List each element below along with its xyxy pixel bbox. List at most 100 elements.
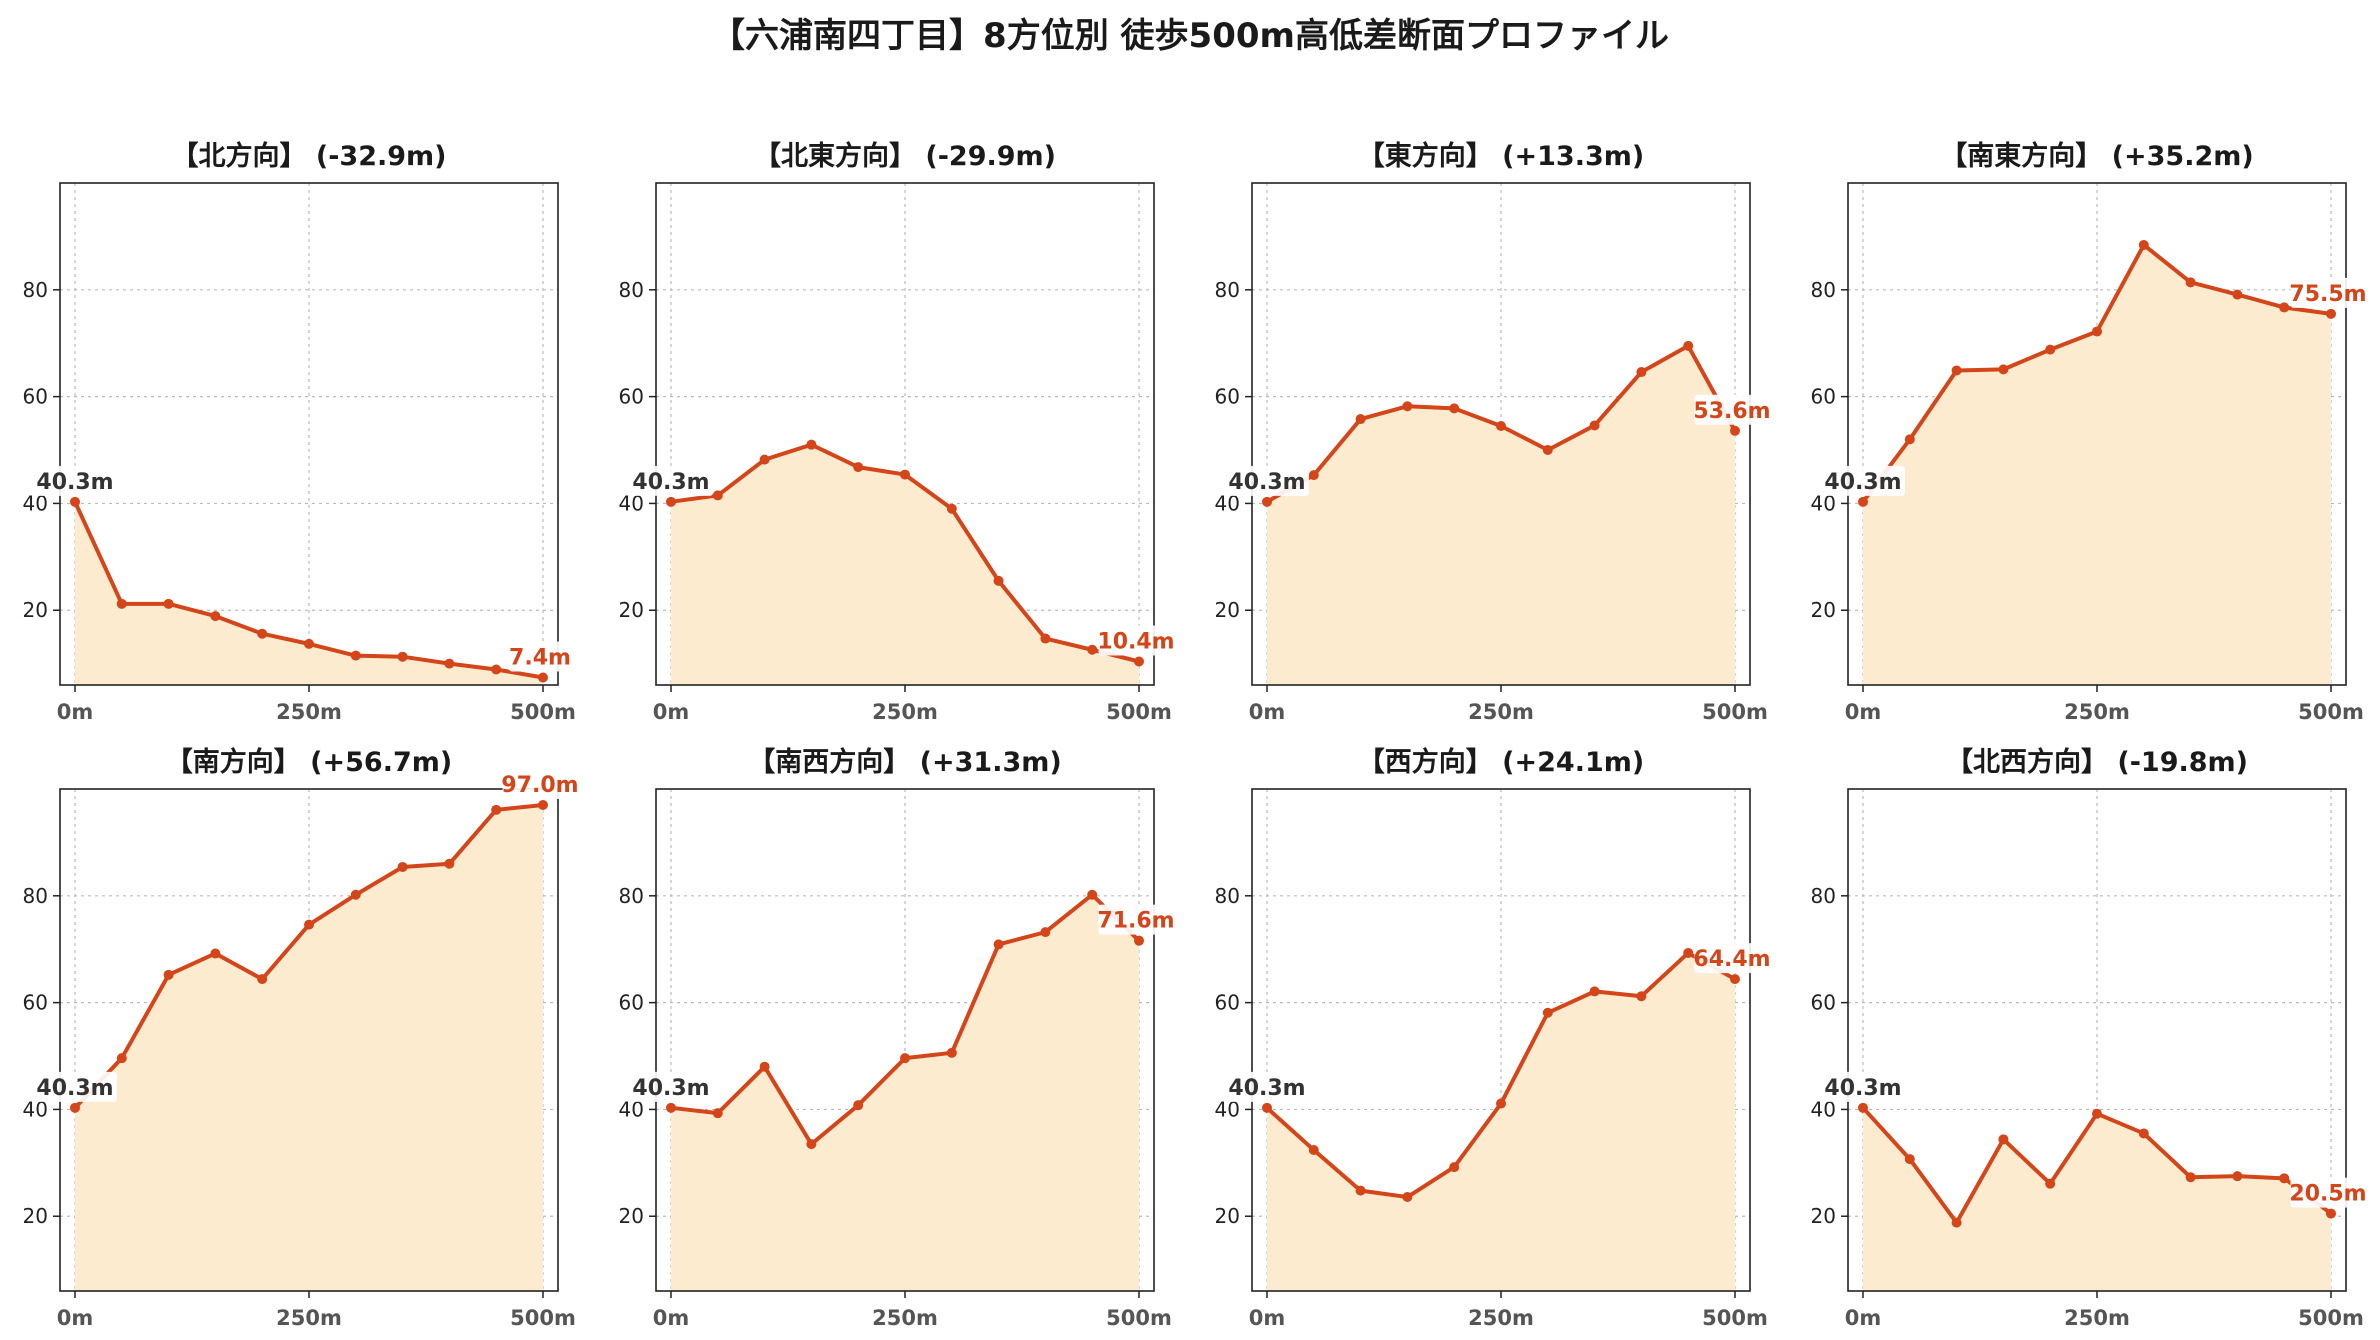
data-point <box>993 575 1004 586</box>
data-point <box>2185 1172 2196 1183</box>
x-tick-label: 250m <box>2064 1306 2130 1330</box>
start-label: 40.3m <box>1824 1076 1901 1101</box>
start-label-bg <box>35 465 117 496</box>
x-tick-label: 0m <box>1249 1306 1286 1330</box>
data-point <box>946 1047 957 1058</box>
elevation-area <box>1863 1107 2331 1291</box>
data-point <box>538 800 548 811</box>
y-tick-label: 80 <box>1811 278 1836 302</box>
end-label: 7.4m <box>509 646 571 671</box>
subplot-title: 【南東方向】 (+35.2m) <box>1940 140 2253 172</box>
data-point <box>257 974 268 985</box>
subplot-title: 【南方向】 (+56.7m) <box>166 746 452 778</box>
y-tick-label: 60 <box>23 385 48 409</box>
data-point <box>1449 1162 1460 1173</box>
data-point <box>1496 420 1506 431</box>
x-tick-label: 0m <box>1845 700 1882 724</box>
data-point <box>1040 633 1051 644</box>
y-tick-label: 60 <box>1811 385 1836 409</box>
start-label-bg <box>1227 1071 1309 1102</box>
data-point <box>163 598 174 609</box>
elevation-area <box>1863 244 2331 686</box>
start-label: 40.3m <box>632 470 709 495</box>
end-label: 64.4m <box>1693 947 1770 972</box>
y-tick-label: 60 <box>23 991 48 1015</box>
data-point <box>1904 1154 1915 1165</box>
end-label: 20.5m <box>2289 1182 2366 1207</box>
data-point <box>304 919 314 930</box>
y-tick-label: 60 <box>619 991 644 1015</box>
elevation-area <box>1267 952 1735 1291</box>
data-point <box>116 598 127 609</box>
data-point <box>946 503 957 514</box>
data-point <box>2092 326 2102 337</box>
end-label-bg <box>1098 904 1174 935</box>
elevation-area <box>75 805 543 1291</box>
end-label-bg <box>1694 943 1770 974</box>
end-label: 71.6m <box>1097 909 1174 934</box>
data-point <box>1730 974 1740 985</box>
data-point <box>712 1108 723 1119</box>
y-tick-label: 20 <box>23 598 48 622</box>
data-point <box>853 462 864 473</box>
data-point <box>1402 1192 1413 1203</box>
x-tick-label: 0m <box>57 1306 94 1330</box>
data-point <box>1589 986 1600 997</box>
data-point <box>1402 401 1413 412</box>
subplot-title: 【西方向】 (+24.1m) <box>1358 746 1644 778</box>
x-tick-label: 250m <box>276 700 342 724</box>
data-point <box>1040 927 1051 938</box>
x-tick-label: 0m <box>1249 700 1286 724</box>
data-point <box>1134 935 1144 946</box>
figure-title: 【六浦南四丁目】8方位別 徒歩500m高低差断面プロファイル <box>711 16 1669 56</box>
data-point <box>163 969 174 980</box>
data-point <box>491 804 502 815</box>
x-tick-label: 0m <box>653 700 690 724</box>
data-point <box>900 469 910 480</box>
x-tick-label: 250m <box>276 1306 342 1330</box>
x-tick-label: 250m <box>1468 1306 1534 1330</box>
y-tick-label: 20 <box>1215 1204 1240 1228</box>
data-point <box>1636 991 1647 1002</box>
y-tick-label: 20 <box>1811 598 1836 622</box>
x-tick-label: 500m <box>510 1306 576 1330</box>
end-label-bg <box>1694 394 1770 425</box>
data-point <box>2045 1178 2056 1189</box>
subplot-title: 【北方向】 (-32.9m) <box>171 140 446 172</box>
y-tick-label: 20 <box>619 598 644 622</box>
data-point <box>1087 644 1098 655</box>
elevation-area <box>1267 345 1735 685</box>
data-point <box>210 948 221 959</box>
data-point <box>1308 470 1319 481</box>
end-label-bg <box>1098 625 1174 656</box>
start-label: 40.3m <box>1228 1076 1305 1101</box>
y-tick-label: 20 <box>619 1204 644 1228</box>
data-point <box>806 1139 817 1150</box>
x-tick-label: 500m <box>510 700 576 724</box>
data-point <box>1998 364 2009 375</box>
elevation-area <box>671 444 1139 685</box>
start-label: 40.3m <box>36 470 113 495</box>
data-point <box>1496 1098 1506 1109</box>
y-tick-label: 80 <box>1811 884 1836 908</box>
data-point <box>1449 403 1460 414</box>
data-point <box>116 1053 127 1064</box>
data-point <box>350 650 361 661</box>
data-point <box>210 611 221 622</box>
data-point <box>1904 434 1915 445</box>
data-point <box>1951 1217 1962 1228</box>
x-tick-label: 250m <box>872 1306 938 1330</box>
y-tick-label: 80 <box>619 884 644 908</box>
data-point <box>1542 445 1553 456</box>
x-tick-label: 0m <box>57 700 94 724</box>
data-point <box>444 858 455 869</box>
y-tick-label: 60 <box>619 385 644 409</box>
start-label: 40.3m <box>1824 470 1901 495</box>
